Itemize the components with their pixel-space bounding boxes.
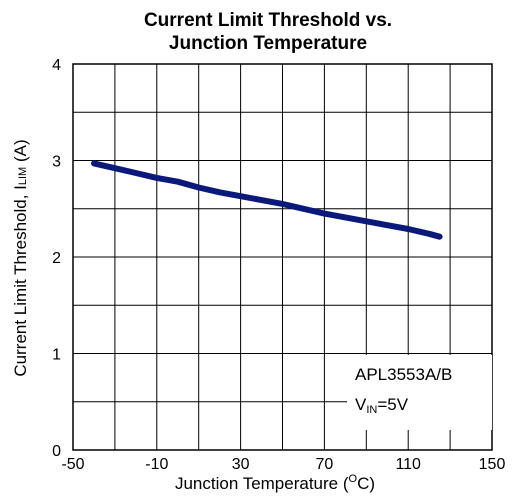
y-tick-label: 4: [52, 57, 61, 74]
plot-frame: [72, 63, 493, 451]
x-axis-label: Junction Temperature (OC): [175, 473, 375, 493]
chart-title-line1: Current Limit Threshold vs.: [144, 10, 392, 31]
x-tick-label: 70: [316, 456, 334, 473]
y-axis-label-end: (A): [11, 139, 30, 166]
annotation-value: =5V: [377, 395, 408, 414]
y-axis-label: Current Limit Threshold, ILIM (A): [11, 139, 30, 376]
y-tick-label: 0: [52, 443, 61, 460]
y-tick-label: 1: [52, 347, 61, 364]
x-axis-label-end: C): [357, 474, 375, 493]
y-axis-label-sub: LIM: [17, 167, 29, 185]
annotation-sub: IN: [366, 404, 377, 416]
chart-title-line2: Junction Temperature: [169, 33, 367, 54]
x-tick-label: -10: [145, 456, 168, 473]
y-axis-label-main: Current Limit Threshold, I: [11, 185, 30, 376]
grid: [73, 64, 492, 450]
y-tick-label: 3: [52, 154, 61, 171]
annotation-line2: VIN=5V: [355, 395, 409, 416]
y-tick-labels: 0 1 2 3 4: [52, 57, 61, 460]
annotation-box: [347, 355, 492, 430]
annotation-v: V: [355, 395, 367, 414]
x-tick-label: 150: [479, 456, 506, 473]
x-tick-label: -50: [61, 456, 84, 473]
x-tick-label: 110: [395, 456, 421, 473]
x-tick-label: 30: [232, 456, 250, 473]
x-tick-labels: -50 -10 30 70 110 150: [61, 456, 505, 473]
annotation-line1: APL3553A/B: [355, 365, 452, 384]
x-axis-label-sup: O: [349, 473, 358, 485]
y-tick-label: 2: [52, 250, 61, 267]
series-line: [91, 160, 443, 240]
x-axis-label-main: Junction Temperature (: [175, 474, 349, 493]
series-layer: [91, 160, 443, 240]
